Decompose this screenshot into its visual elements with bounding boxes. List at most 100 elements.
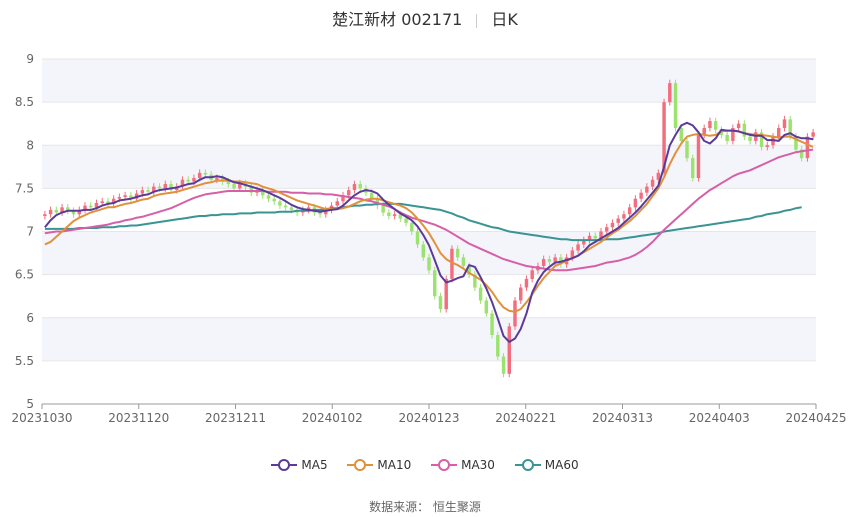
candle-body (192, 178, 196, 182)
candle-body (66, 207, 70, 211)
candle-body (415, 231, 420, 245)
candle-body (725, 134, 729, 141)
candle-body (283, 205, 288, 208)
candle-body (157, 186, 162, 189)
candle-body (685, 140, 689, 159)
candle-body (226, 181, 231, 185)
y-tick-label: 6.5 (15, 268, 34, 282)
candle-body (169, 184, 173, 191)
candle-body (610, 222, 615, 228)
candle-body (702, 128, 706, 135)
candle-body (736, 123, 741, 128)
candle-body (427, 257, 431, 271)
legend-label-ma5: MA5 (301, 458, 328, 472)
legend-marker-ma30 (431, 459, 458, 471)
plot-background (42, 59, 816, 361)
candle-body (599, 231, 603, 239)
candle-body (593, 235, 597, 239)
candle-body (347, 190, 351, 196)
candle-body (358, 184, 362, 189)
candle-body (438, 296, 443, 310)
candle-body (71, 210, 76, 215)
x-tick-label: 20240221 (495, 411, 556, 425)
candle-body (713, 121, 718, 130)
candle-body (708, 121, 712, 128)
candle-body (656, 172, 661, 180)
candle-body (392, 214, 397, 216)
legend-item-ma10[interactable]: MA10 (347, 458, 411, 472)
y-tick-label: 8.5 (15, 95, 34, 109)
candle-body (129, 195, 133, 199)
y-axis: 9 8.5 8 7.5 7 6.5 6 5.5 5 (15, 52, 34, 411)
candle-body (553, 257, 557, 262)
candle-body (433, 270, 437, 297)
ma60-line (44, 202, 802, 242)
candle-body (152, 186, 156, 192)
legend-label-ma60: MA60 (544, 458, 579, 472)
ma10-line (44, 129, 814, 313)
candle-body (203, 172, 208, 175)
candle-body (645, 186, 649, 193)
candles (43, 79, 815, 378)
candle-body (799, 149, 804, 159)
x-tick-label: 20231030 (11, 411, 72, 425)
candle-body (455, 248, 460, 258)
candle-body (381, 205, 385, 213)
candle-body (48, 209, 53, 215)
candle-body (748, 136, 752, 141)
candle-body (691, 158, 695, 179)
y-tick-label: 7 (26, 225, 34, 239)
candle-body (94, 203, 99, 208)
legend-marker-ma10 (347, 459, 374, 471)
candle-body (369, 192, 374, 199)
candle-body (54, 209, 59, 213)
candle-body (450, 248, 454, 279)
candle-body (541, 259, 546, 266)
candle-body (501, 356, 506, 374)
candle-body (679, 128, 683, 141)
legend-item-ma60[interactable]: MA60 (514, 458, 579, 472)
candle-body (215, 178, 219, 180)
candle-body (249, 186, 253, 193)
candle-body (627, 207, 632, 215)
y-tick-label: 9 (26, 52, 34, 66)
candle-body (341, 195, 345, 202)
x-tick-label: 20240403 (689, 411, 750, 425)
legend-label-ma30: MA30 (461, 458, 495, 472)
candle-body (89, 205, 93, 208)
ma5-line (44, 121, 814, 343)
ma30-line (44, 148, 814, 272)
candle-body (668, 83, 672, 103)
legend-item-ma5[interactable]: MA5 (271, 458, 328, 472)
x-tick-label: 20240123 (398, 411, 459, 425)
candle-body (352, 184, 357, 191)
candle-body (484, 300, 489, 314)
candle-body (387, 212, 391, 216)
y-tick-label: 5 (26, 397, 34, 411)
candle-body (633, 198, 638, 208)
candle-body (100, 201, 104, 204)
candle-body (289, 207, 294, 210)
candle-body (513, 300, 517, 327)
candle-body (272, 198, 276, 202)
period-label[interactable]: 日K (491, 10, 518, 29)
legend-item-ma30[interactable]: MA30 (431, 458, 495, 472)
candle-body (140, 190, 145, 194)
candle-body (404, 218, 408, 223)
candle-body (410, 222, 414, 232)
x-tick-label: 20231211 (205, 411, 266, 425)
x-axis: 20231030 20231120 20231211 20240102 20240123… (11, 403, 847, 425)
x-tick-label: 20231120 (108, 411, 169, 425)
candle-body (318, 212, 322, 215)
candle-body (186, 179, 190, 182)
chart-title: 楚江新材 002171 日K (0, 6, 850, 30)
grid-band (42, 317, 816, 361)
candle-body (576, 244, 580, 251)
x-tick-label: 20240425 (785, 411, 846, 425)
candle-body (421, 244, 425, 258)
candle-body (111, 198, 116, 204)
candle-body (461, 257, 466, 266)
candle-body (117, 197, 122, 199)
candle-body (524, 278, 529, 288)
grid-band (42, 59, 816, 103)
